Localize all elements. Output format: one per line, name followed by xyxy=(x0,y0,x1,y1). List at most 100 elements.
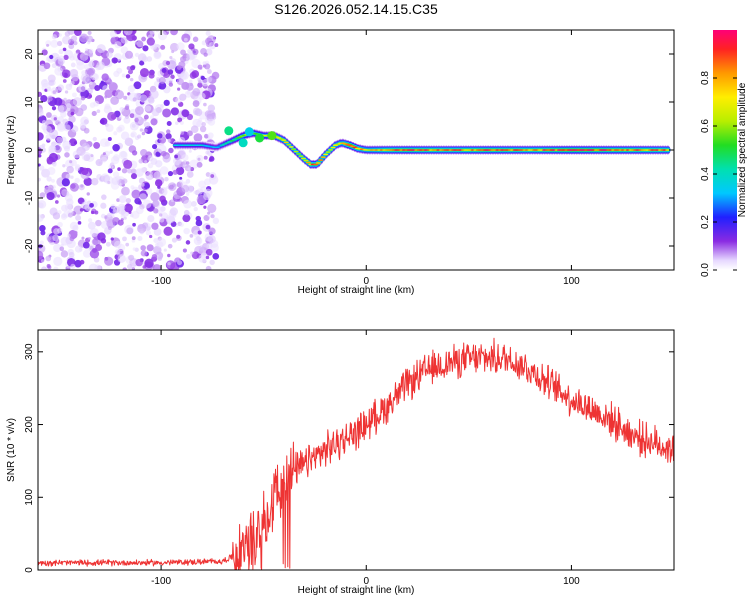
noise-speck xyxy=(140,182,145,187)
colorbar-tick-label: 0.2 xyxy=(700,215,711,229)
noise-speck xyxy=(177,87,181,91)
ridge-cell xyxy=(313,163,319,166)
noise-speck xyxy=(165,60,171,66)
noise-speck xyxy=(153,208,159,214)
noise-speck xyxy=(160,150,167,157)
noise-speck xyxy=(62,140,72,150)
noise-speck xyxy=(174,121,179,126)
ridge-cell xyxy=(283,141,289,144)
noise-speck xyxy=(210,174,215,178)
y-tick-label: -10 xyxy=(24,190,35,205)
noise-speck xyxy=(207,211,211,215)
noise-speck xyxy=(54,119,59,124)
noise-speck xyxy=(208,227,216,235)
noise-speck xyxy=(62,47,67,52)
noise-speck xyxy=(139,128,144,132)
noise-speck xyxy=(169,42,179,52)
noise-speck xyxy=(207,203,217,214)
figure-title: S126.2026.052.14.15.C35 xyxy=(274,1,438,17)
noise-speck xyxy=(137,235,143,241)
noise-speck xyxy=(141,154,150,164)
noise-speck xyxy=(182,214,191,223)
x-tick-label: 0 xyxy=(363,276,369,287)
noise-speck xyxy=(153,171,163,180)
noise-speck xyxy=(143,121,150,128)
noise-speck xyxy=(183,37,188,42)
noise-speck xyxy=(110,237,114,241)
noise-speck xyxy=(56,194,61,198)
ridge-cell xyxy=(286,143,292,146)
noise-speck xyxy=(120,179,125,185)
noise-speck xyxy=(96,61,105,70)
noise-speck xyxy=(214,43,219,48)
colorbar-tick-label: 0.4 xyxy=(700,167,711,181)
noise-speck xyxy=(57,40,63,47)
noise-speck xyxy=(51,106,57,111)
noise-speck xyxy=(181,154,189,162)
noise-speck xyxy=(169,207,179,216)
noise-speck xyxy=(136,40,144,48)
noise-speck xyxy=(95,219,102,227)
noise-speck xyxy=(54,145,62,153)
noise-speck xyxy=(183,199,193,209)
noise-speck xyxy=(189,82,193,87)
noise-speck xyxy=(79,259,85,265)
noise-speck xyxy=(199,125,207,133)
frequency-ridge xyxy=(172,126,671,169)
noise-speck xyxy=(183,209,190,216)
noise-speck xyxy=(46,43,50,47)
noise-speck xyxy=(107,137,112,142)
x-tick-label: -100 xyxy=(151,276,171,287)
ridge-cell xyxy=(325,151,331,153)
noise-speck xyxy=(46,191,55,201)
noise-speck xyxy=(126,168,132,174)
noise-speck xyxy=(205,255,210,260)
noise-speck xyxy=(185,161,190,165)
noise-speck xyxy=(163,248,167,252)
noise-speck xyxy=(140,245,146,251)
noise-speck xyxy=(171,50,175,54)
noise-speck xyxy=(72,97,82,107)
colorbar-tick-label: 0.6 xyxy=(700,119,711,133)
noise-speck xyxy=(74,165,81,172)
noise-speck xyxy=(143,128,148,133)
noise-speck xyxy=(88,48,94,54)
noise-speck xyxy=(185,179,191,184)
noise-speck xyxy=(94,210,99,215)
noise-speck xyxy=(40,230,46,236)
colorbar: 0.0 0.2 0.4 0.6 0.8 Normalized spectral ampl… xyxy=(700,30,748,277)
noise-speck xyxy=(150,118,158,126)
noise-speck xyxy=(139,193,147,201)
noise-speck xyxy=(152,199,161,208)
noise-speck xyxy=(140,250,148,257)
noise-speck xyxy=(92,73,100,81)
noise-speck xyxy=(50,39,59,48)
noise-speck xyxy=(150,158,158,165)
noise-speck xyxy=(100,213,106,219)
noise-speck xyxy=(60,236,70,246)
noise-speck xyxy=(181,109,190,118)
noise-speck xyxy=(141,131,146,136)
noise-speck xyxy=(209,259,215,265)
noise-speck xyxy=(82,241,90,249)
ridge-cell xyxy=(300,157,307,160)
noise-speck xyxy=(159,195,166,203)
noise-speck xyxy=(176,234,181,239)
noise-speck xyxy=(166,30,171,33)
noise-speck xyxy=(126,227,134,235)
noise-speck xyxy=(89,81,93,86)
noise-speck xyxy=(87,67,96,76)
noise-speck xyxy=(130,213,134,218)
noise-speck xyxy=(125,242,130,247)
noise-speck xyxy=(166,121,172,127)
y-tick-label: 300 xyxy=(24,343,35,360)
noise-speck xyxy=(195,219,203,227)
noise-speck xyxy=(163,187,167,191)
noise-speck xyxy=(88,61,95,68)
noise-speck xyxy=(74,245,83,253)
noise-speck xyxy=(88,53,94,58)
noise-speck xyxy=(153,81,160,87)
noise-speck xyxy=(41,266,47,270)
noise-speck xyxy=(38,132,44,141)
noise-speck xyxy=(38,147,43,156)
